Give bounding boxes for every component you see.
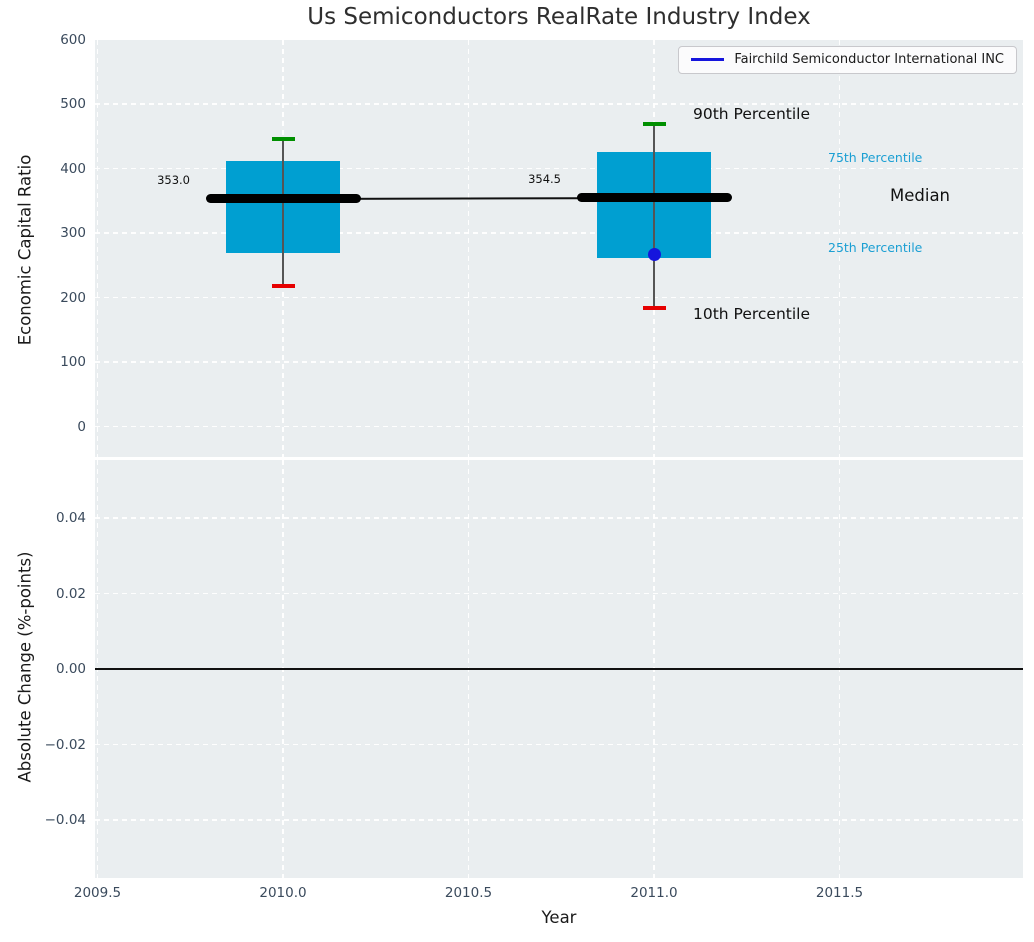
- bottom-y-tick-label: −0.04: [44, 812, 86, 828]
- top-y-tick-label: 0: [77, 418, 86, 435]
- chart-title: Us Semiconductors RealRate Industry Inde…: [307, 4, 811, 30]
- top-y-tick-label: 200: [60, 289, 86, 306]
- legend-line-sample: [691, 58, 725, 61]
- median-value-label-2010: 353.0: [157, 173, 190, 188]
- legend: Fairchild Semiconductor International IN…: [678, 46, 1017, 74]
- legend-label: Fairchild Semiconductor International IN…: [734, 52, 1004, 67]
- p10-cap-2011: [642, 306, 666, 310]
- annotation-25th-percentile: 25th Percentile: [828, 240, 923, 255]
- top-y-tick-label: 600: [60, 31, 86, 48]
- median-line-2011: [576, 193, 732, 203]
- top-y-tick-label: 500: [60, 96, 86, 112]
- gridline-horizontal: [95, 592, 1023, 595]
- annotation-median: Median: [890, 186, 951, 205]
- zero-reference-line: [95, 668, 1023, 670]
- gridline-horizontal: [95, 103, 1023, 105]
- company-data-point: [647, 247, 661, 261]
- x-tick-label: 2009.5: [73, 885, 122, 901]
- p10-cap-2010: [271, 284, 295, 288]
- median-value-label-2011: 354.5: [528, 172, 561, 187]
- top-y-tick-label: 300: [60, 225, 86, 241]
- p90-cap-2011: [642, 122, 666, 126]
- top-y-tick-label: 400: [60, 160, 86, 177]
- annotation-90th-percentile: 90th Percentile: [693, 105, 811, 123]
- bottom-plot-area: [95, 460, 1023, 878]
- gridline-horizontal: [95, 296, 1023, 299]
- x-tick-label: 2010.0: [259, 885, 307, 901]
- top-plot-area: Fairchild Semiconductor International IN…: [95, 40, 1023, 457]
- median-line-2010: [205, 194, 361, 204]
- p90-cap-2010: [271, 137, 295, 141]
- gridline-horizontal: [95, 167, 1023, 170]
- gridline-vertical: [467, 40, 470, 457]
- x-tick-label: 2010.5: [444, 885, 493, 901]
- top-y-tick-label: 100: [60, 354, 86, 370]
- gridline-horizontal: [95, 517, 1023, 519]
- gridline-horizontal: [95, 232, 1023, 234]
- gridline-vertical: [838, 40, 841, 457]
- whisker-2010: [282, 138, 284, 286]
- top-y-axis-label: Economic Capital Ratio: [15, 154, 35, 346]
- x-axis-label: Year: [541, 908, 577, 927]
- x-tick-label: 2011.5: [815, 885, 864, 901]
- annotation-75th-percentile: 75th Percentile: [828, 150, 923, 165]
- gridline-vertical: [96, 40, 99, 457]
- whisker-2011: [653, 123, 655, 308]
- bottom-y-tick-label: 0.04: [55, 510, 86, 526]
- gridline-horizontal: [95, 819, 1023, 821]
- annotation-10th-percentile: 10th Percentile: [693, 305, 811, 323]
- bottom-y-tick-label: −0.02: [44, 736, 86, 753]
- gridline-horizontal: [95, 361, 1023, 363]
- bottom-y-tick-label: 0.02: [55, 585, 86, 602]
- gridline-horizontal: [95, 743, 1023, 746]
- bottom-y-tick-label: 0.00: [55, 661, 86, 677]
- x-tick-label: 2011.0: [630, 885, 678, 901]
- gridline-horizontal: [95, 425, 1023, 428]
